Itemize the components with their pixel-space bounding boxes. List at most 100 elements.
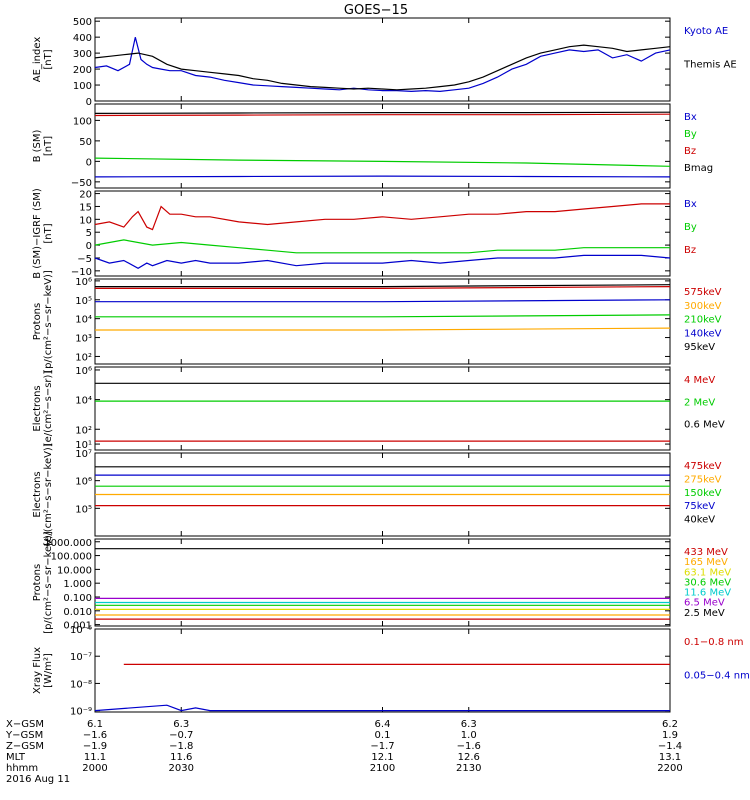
footer-value: −1.8	[169, 741, 193, 752]
y-tick-label: 0	[86, 97, 92, 108]
y-tick-label: 10⁴	[75, 396, 92, 407]
y-tick-label: 1000.000	[44, 538, 92, 549]
footer-value: 11.1	[84, 752, 106, 763]
y-tick-label: 10.000	[57, 565, 92, 576]
footer-value: 2030	[169, 763, 194, 774]
series-line	[94, 157, 671, 167]
y-tick-label: 10⁻⁷	[70, 652, 92, 663]
series-line	[95, 327, 671, 331]
legend-label: 575keV	[684, 287, 722, 298]
footer-value: −1.4	[658, 741, 682, 752]
series-line	[94, 37, 671, 93]
panel-frame	[94, 278, 671, 365]
y-axis-label: Electrons[e/(cm²−s−sr)]	[32, 371, 54, 447]
series-line	[94, 44, 671, 91]
y-tick-label: 10⁶	[75, 366, 92, 377]
footer-value: −1.7	[370, 741, 394, 752]
y-axis-label: Electrons[e/(cm²−s−sr−keV)]	[32, 443, 54, 546]
legend-label: 0.1−0.8 nm	[684, 637, 743, 648]
y-tick-label: 0.100	[63, 593, 92, 604]
y-tick-label: 0	[86, 241, 92, 252]
y-tick-label: 400	[73, 33, 92, 44]
y-tick-label: 10³	[75, 334, 92, 345]
legend-label: 63.1 MeV	[684, 567, 731, 578]
series-line	[94, 239, 670, 254]
footer-value: 6.4	[375, 719, 391, 730]
legend-label: 210keV	[684, 315, 722, 326]
legend-label: 40keV	[684, 515, 715, 526]
y-tick-label: 10⁻⁸	[70, 679, 92, 690]
y-tick-label: −5	[77, 254, 92, 265]
y-tick-label: 10⁻⁹	[70, 707, 92, 718]
y-tick-label: 0	[86, 157, 92, 168]
panel-bsm: 100 50 0 −50 B (SM)[nT] Bx By Bz Bmag	[32, 103, 713, 189]
y-tick-label: 5	[86, 228, 92, 239]
legend-label: 140keV	[684, 328, 722, 339]
series-line	[94, 254, 671, 269]
y-tick-label: 10⁶	[75, 277, 92, 288]
legend-label: 433 MeV	[684, 547, 728, 558]
legend-label: 2.5 MeV	[684, 608, 725, 619]
legend-label: 165 MeV	[684, 557, 728, 568]
y-tick-label: 10⁵	[75, 504, 92, 515]
y-tick-label: 10⁷	[75, 449, 92, 460]
y-tick-label: 10	[79, 215, 92, 226]
footer-value: 2100	[370, 763, 395, 774]
legend-label: 0.6 MeV	[684, 420, 725, 431]
series-line	[94, 113, 671, 117]
footer-value: −1.6	[457, 741, 481, 752]
legend-label: 300keV	[684, 301, 722, 312]
y-tick-label: 10¹	[75, 440, 92, 451]
x-axis-table: X−GSM 6.1 6.3 6.4 6.3 6.2 Y−GSM −1.6 −0.7 0.1 1.0 1…	[5, 719, 683, 785]
footer-value: 2000	[82, 763, 107, 774]
footer-value: 1.0	[461, 730, 477, 741]
footer-row-label: Y−GSM	[5, 730, 43, 741]
y-axis-label: Xray Flux[W/m²]	[32, 647, 54, 694]
y-tick-label: 10⁴	[75, 315, 92, 326]
legend-label: 75keV	[684, 501, 715, 512]
y-tick-label: 10⁶	[75, 477, 92, 488]
footer-value: 1.9	[662, 730, 678, 741]
legend-label: 6.5 MeV	[684, 598, 725, 609]
legend-label: 475keV	[684, 461, 722, 472]
legend-label: Bmag	[684, 163, 713, 174]
footer-value: 6.1	[87, 719, 103, 730]
y-axis-label: B (SM)−IGRF (SM)[nT]	[32, 188, 54, 279]
y-axis-label: Protons[p/(cm²−s−sr−keV)]	[32, 531, 54, 634]
panel-protons_low: 10⁶ 10⁵ 10⁴ 10³ 10² Protons[p/(cm²−s−sr−keV)]…	[32, 270, 722, 373]
legend-label: 95keV	[684, 342, 715, 353]
legend-label: Bx	[684, 199, 697, 210]
y-tick-label: 10⁵	[75, 296, 92, 307]
legend-label: 150keV	[684, 488, 722, 499]
series-line	[94, 704, 670, 712]
y-tick-label: 20	[79, 190, 92, 201]
legend-label: 0.05−0.4 nm	[684, 671, 750, 682]
series-line	[95, 286, 671, 289]
legend-label: By	[684, 222, 697, 233]
legend-label: Kyoto AE	[684, 26, 728, 37]
y-tick-label: 100.000	[51, 552, 92, 563]
y-tick-label: 300	[73, 49, 92, 60]
footer-value: 13.1	[659, 752, 681, 763]
y-tick-label: 500	[73, 17, 92, 28]
y-tick-label: 50	[79, 137, 92, 148]
legend-label: By	[684, 129, 697, 140]
y-tick-label: 0.010	[63, 607, 92, 618]
y-tick-label: 10²	[75, 352, 92, 363]
series-line	[95, 314, 671, 318]
y-tick-label: 1.000	[63, 579, 92, 590]
footer-value: 11.6	[170, 752, 192, 763]
footer-value: 2130	[456, 763, 481, 774]
footer-value: −0.7	[169, 730, 193, 741]
y-tick-label: 100	[73, 116, 92, 127]
y-tick-label: 10⁻⁶	[70, 625, 92, 636]
legend-label: 30.6 MeV	[684, 577, 731, 588]
series-line	[94, 111, 671, 114]
panel-frame	[94, 628, 671, 713]
plot-title: GOES−15	[344, 3, 408, 18]
footer-value: 12.1	[371, 752, 393, 763]
footer-value: −1.9	[83, 741, 107, 752]
